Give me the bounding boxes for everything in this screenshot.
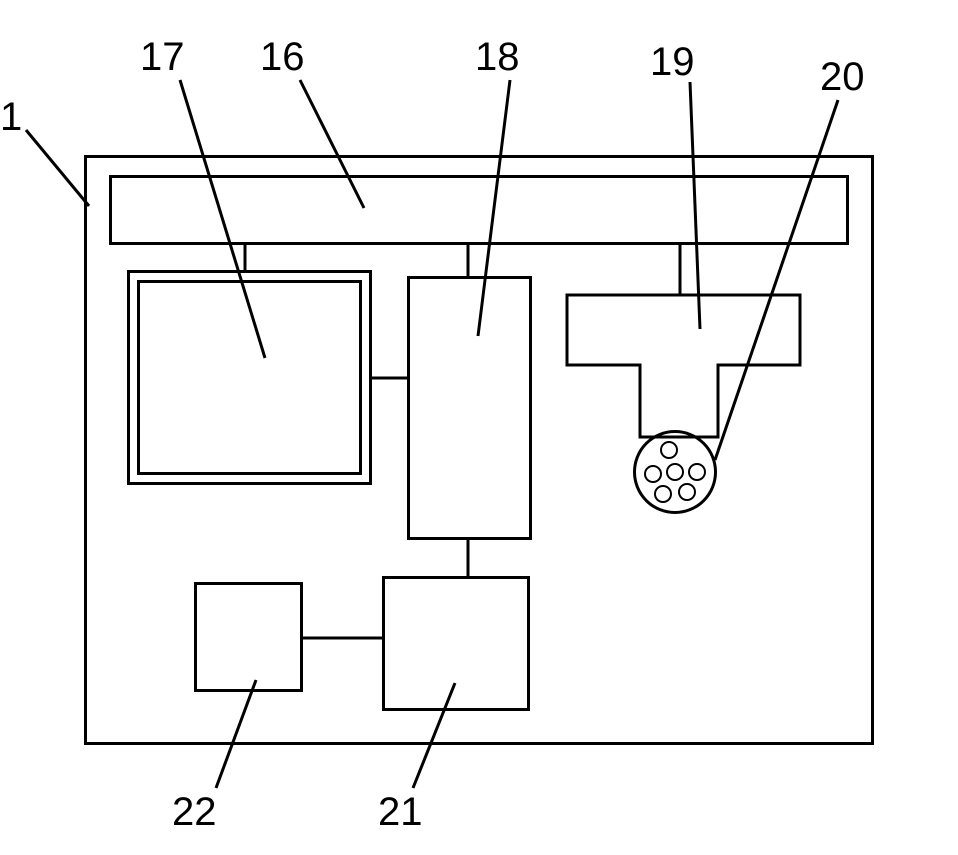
box-17-inner bbox=[137, 280, 362, 475]
top-bar-16 bbox=[109, 175, 849, 245]
box-21 bbox=[382, 576, 530, 711]
small-circle bbox=[660, 441, 678, 459]
label-21: 21 bbox=[378, 790, 423, 835]
small-circle bbox=[644, 465, 662, 483]
box-22 bbox=[194, 582, 303, 692]
label-22: 22 bbox=[172, 790, 217, 835]
small-circle bbox=[666, 463, 684, 481]
label-16: 16 bbox=[260, 35, 305, 80]
small-circle bbox=[654, 485, 672, 503]
label-1: 1 bbox=[0, 95, 22, 140]
box-18 bbox=[407, 276, 532, 540]
label-20: 20 bbox=[820, 55, 865, 100]
label-18: 18 bbox=[475, 35, 520, 80]
label-17: 17 bbox=[140, 35, 185, 80]
diagram-canvas: 1 17 16 18 19 20 22 21 bbox=[0, 0, 958, 855]
small-circle bbox=[688, 463, 706, 481]
small-circle bbox=[678, 483, 696, 501]
label-19: 19 bbox=[650, 40, 695, 85]
